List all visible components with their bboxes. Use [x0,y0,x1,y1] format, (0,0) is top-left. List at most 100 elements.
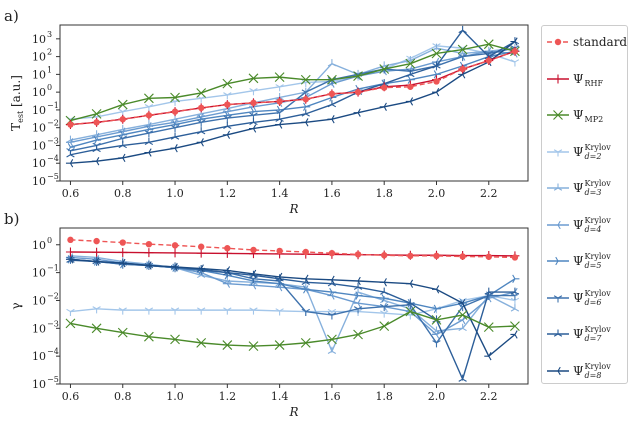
marker-tri_right [381,294,389,303]
marker-x [431,315,442,325]
marker-plus [92,247,102,257]
marker-tri_up [327,346,337,354]
marker-x [170,334,180,345]
marker-x [553,110,563,120]
legend-item-d8: Ψ Krylov d=8 [546,361,611,381]
marker-tri_left [484,351,492,361]
marker-tri_up [406,69,415,78]
marker-tri_down [510,59,520,67]
x-tick-label: 1.8 [375,390,393,403]
marker-tri_down [223,92,232,100]
marker-tri_up [353,282,363,290]
marker-tri_down [197,307,206,315]
marker-x [431,48,442,59]
marker-circle [250,99,257,107]
y-tick-exponent: −2 [47,291,59,300]
marker-tri_left [510,330,518,339]
marker-circle [354,88,362,96]
marker-circle [145,240,153,248]
y-tick-label: 10 [32,68,46,81]
legend-item-standard: standard [546,32,627,52]
marker-plus [170,248,180,258]
marker-circle [328,249,336,257]
marker-x [300,337,311,348]
x-tick-label: 0.6 [62,390,80,403]
y-tick-label: 10 [32,157,46,170]
marker-circle [197,104,205,112]
marker-circle [224,245,231,252]
legend-superscript: Krylov [584,325,611,334]
y-tick-exponent: −3 [47,136,59,145]
x-axis-label: R [288,202,298,216]
marker-circle [119,239,126,246]
series-line-MP2 [70,43,516,122]
marker-tri_up [510,287,520,295]
marker-tri_right [93,135,102,145]
y-tick-label: 10 [32,239,46,252]
legend-scripts: RHF [585,70,604,88]
marker-tri_down [353,306,363,314]
series-d6 [66,45,520,156]
marker-tri_left [248,124,257,133]
marker-circle [67,121,74,128]
marker-tri_down [249,88,258,96]
marker-tri_down [553,294,563,302]
legend-swatch [547,38,569,46]
legend-scripts: Krylov d=2 [585,143,611,161]
series-group [65,25,520,168]
legend-scripts: Krylov d=7 [585,325,611,343]
y-tick-label: 10 [32,378,46,391]
legend-label-text: Ψ [573,108,584,122]
marker-tri_left [170,144,178,153]
x-tick-label: 1.0 [166,390,184,403]
legend-label-text: Ψ [573,181,584,195]
y-label-sub: est [16,110,25,123]
marker-circle [381,84,388,91]
marker-tri_down [144,104,154,112]
marker-tri_left [379,102,387,111]
marker-tri_up [553,329,563,337]
marker-tri_right [303,102,311,111]
marker-tri_down [380,310,389,318]
series-line-standard [70,50,516,126]
marker-x [405,306,416,317]
marker-circle [197,243,205,250]
marker-tri_left [196,138,204,147]
y-tick-label: 10 [32,51,46,64]
panel-label: a) [4,7,19,25]
legend-label: Ψ MP2 [573,106,603,124]
marker-tri_right [120,130,128,139]
marker-tri_left [65,255,74,264]
marker-tri_up [327,100,337,108]
marker-circle [485,57,492,64]
legend-superscript: Krylov [584,179,611,188]
marker-tri_up [458,323,467,332]
x-tick-label: 2.2 [480,187,498,200]
legend-label: Ψ Krylov d=5 [573,252,611,270]
marker-x [274,72,285,83]
marker-tri_down [170,124,180,133]
legend-label-text: standard [573,35,628,49]
marker-x [300,74,311,85]
legend-superscript: Krylov [584,215,611,225]
marker-tri_left [92,157,100,166]
legend-subscript: RHF [584,78,604,88]
marker-tri_left [144,148,152,157]
legend-scripts: MP2 [585,106,604,124]
y-tick-label: 10 [32,86,46,99]
marker-tri_right [329,287,337,297]
series-d8 [65,37,518,168]
legend-scripts: Krylov d=4 [585,216,611,234]
panel-a: a)0.6 0.8 1.0 1.2 1.4 1.6 1.8 2.0 2.2R10−510−410… [4,7,529,216]
legend-item-d5: Ψ Krylov d=5 [546,251,611,271]
marker-x [483,39,494,50]
legend-subscript: d=6 [584,297,602,307]
marker-tri_right [433,304,441,314]
marker-x [196,88,207,98]
x-tick-label: 0.8 [114,390,132,403]
y-tick-exponent: −2 [47,119,59,128]
legend-item-d3: Ψ Krylov d=3 [546,178,611,198]
legend-superscript: Krylov [584,142,611,152]
x-tick-label: 1.4 [271,187,289,200]
marker-tri_down [432,340,441,348]
